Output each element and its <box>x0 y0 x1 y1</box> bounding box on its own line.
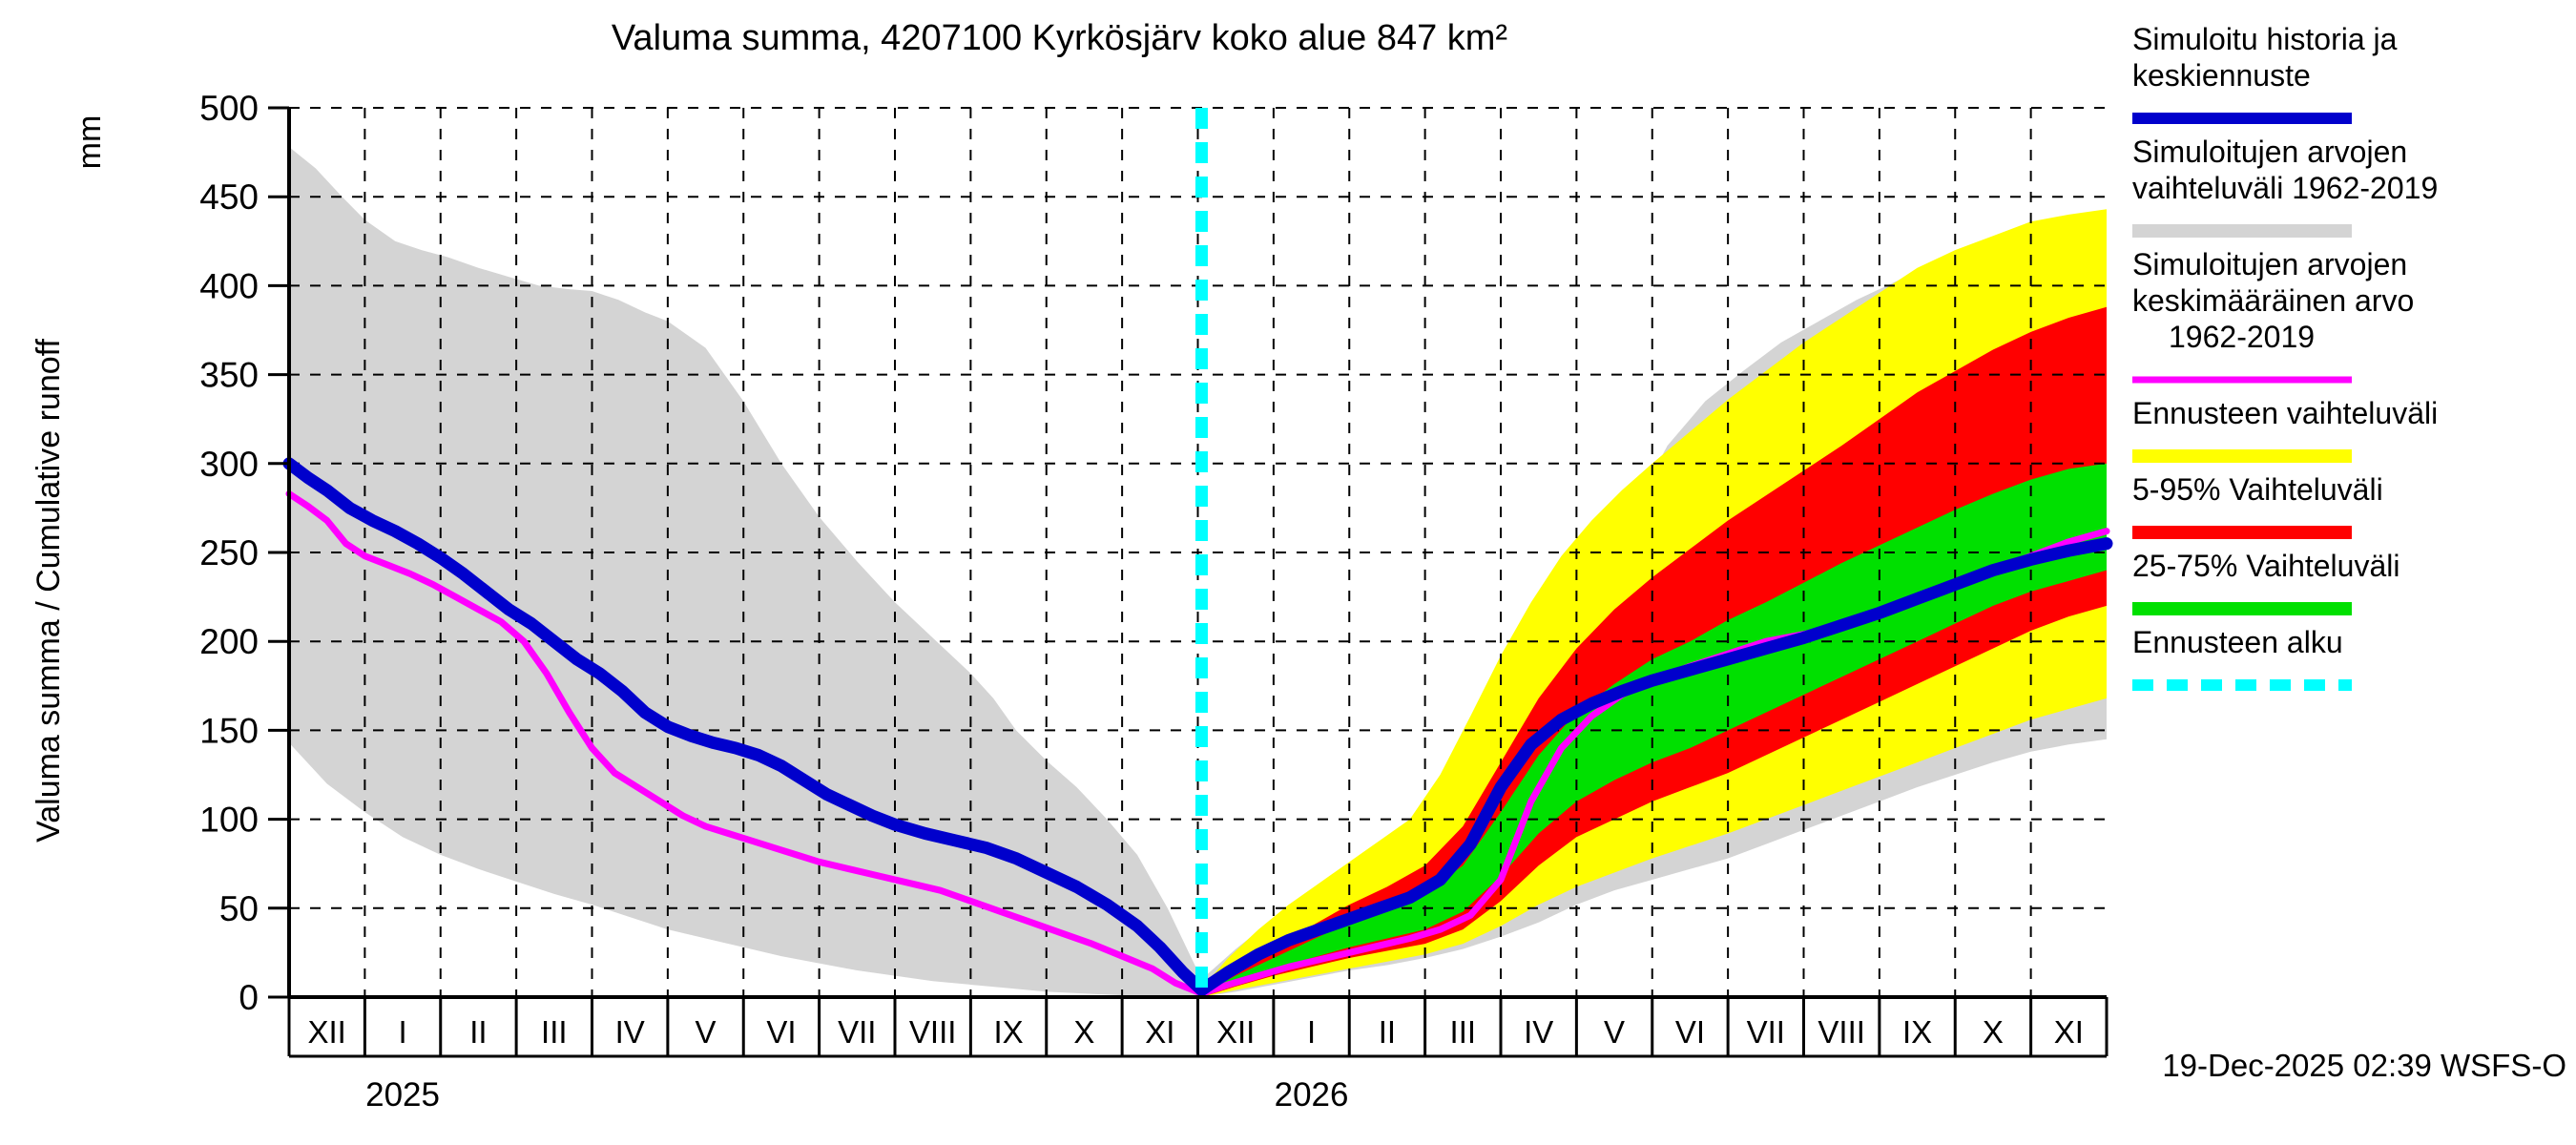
legend-item-label: 5-95% Vaihteluväli <box>2132 472 2383 507</box>
x-month-label: I <box>1307 1014 1316 1050</box>
x-month-label: III <box>1450 1014 1477 1050</box>
x-month-label: V <box>1604 1014 1625 1050</box>
legend-item-label: 1962-2019 <box>2169 320 2315 354</box>
legend-item-label: Simuloitujen arvojen <box>2132 247 2407 281</box>
x-year-label: 2026 <box>1275 1076 1349 1114</box>
range-5-95-band <box>1201 306 2107 997</box>
chart-title: Valuma summa, 4207100 Kyrkösjärv koko al… <box>612 18 1507 58</box>
legend-item-label: keskimääräinen arvo <box>2132 283 2414 318</box>
y-tick-label: 0 <box>239 978 259 1017</box>
x-month-label: VI <box>766 1014 796 1050</box>
x-month-label: IV <box>1524 1014 1553 1050</box>
x-month-label: X <box>1073 1014 1094 1050</box>
x-month-label: V <box>696 1014 717 1050</box>
legend-item-label: vaihteluväli 1962-2019 <box>2132 171 2438 205</box>
x-month-label: VII <box>838 1014 876 1050</box>
legend-item-label: Ennusteen alku <box>2132 625 2343 659</box>
y-tick-label: 250 <box>199 533 259 572</box>
legend-item-label: 25-75% Vaihteluväli <box>2132 549 2399 583</box>
y-tick-label: 350 <box>199 356 259 395</box>
x-month-label: VII <box>1747 1014 1785 1050</box>
x-month-label: XII <box>308 1014 346 1050</box>
y-tick-label: 100 <box>199 801 259 840</box>
x-month-label: VIII <box>909 1014 957 1050</box>
legend-item-label: Simuloitujen arvojen <box>2132 135 2407 169</box>
x-month-label: I <box>398 1014 406 1050</box>
y-tick-label: 300 <box>199 445 259 484</box>
x-year-label: 2025 <box>365 1076 440 1114</box>
x-month-label: X <box>1983 1014 2004 1050</box>
x-month-label: IV <box>615 1014 645 1050</box>
legend-item-label: Ennusteen vaihteluväli <box>2132 396 2438 430</box>
simulated-history-line <box>282 457 2113 997</box>
y-axis-unit: mm <box>72 115 108 170</box>
y-tick-label: 450 <box>199 177 259 217</box>
y-tick-label: 150 <box>199 711 259 750</box>
x-month-label: XI <box>2054 1014 2084 1050</box>
y-tick-label: 400 <box>199 266 259 305</box>
legend-item-label: keskiennuste <box>2132 58 2311 93</box>
y-tick-label: 500 <box>199 89 259 128</box>
x-month-label: IX <box>1902 1014 1932 1050</box>
y-tick-label: 200 <box>199 622 259 661</box>
timestamp-stamp: 19-Dec-2025 02:39 WSFS-O <box>2162 1048 2566 1083</box>
y-axis-title: Valuma summa / Cumulative runoff <box>31 339 67 843</box>
x-month-label: XI <box>1145 1014 1174 1050</box>
x-month-label: IX <box>993 1014 1023 1050</box>
x-month-label: II <box>1379 1014 1396 1050</box>
y-tick-label: 50 <box>219 889 259 928</box>
legend-item-label: Simuloitu historia ja <box>2132 22 2398 56</box>
x-month-label: VIII <box>1818 1014 1865 1050</box>
x-month-label: III <box>541 1014 568 1050</box>
x-month-label: VI <box>1675 1014 1705 1050</box>
x-month-label: II <box>469 1014 487 1050</box>
x-month-label: XII <box>1216 1014 1255 1050</box>
